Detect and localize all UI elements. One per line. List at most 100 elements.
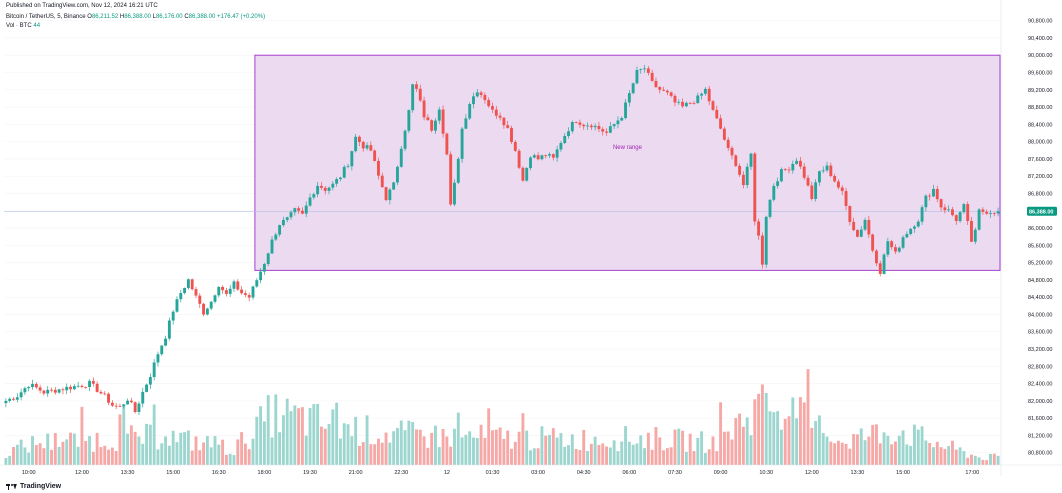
time-tick-label: 01:30 <box>486 470 500 476</box>
volume-bar <box>453 428 456 465</box>
volume-bar <box>300 407 304 465</box>
candle-up <box>403 130 407 149</box>
volume-bar <box>137 436 141 465</box>
volume-bar <box>707 449 711 465</box>
candle-up <box>612 124 616 127</box>
candle-down <box>53 389 57 393</box>
candle-up <box>897 247 901 252</box>
candle-down <box>50 389 53 391</box>
candle-down <box>951 209 954 216</box>
candle-down <box>730 147 734 156</box>
volume-bar <box>84 441 88 465</box>
candle-up <box>456 158 460 183</box>
volume-bar <box>517 431 521 465</box>
volume-bar <box>631 444 635 465</box>
volume-bar <box>312 404 316 465</box>
candle-up <box>764 216 768 265</box>
candle-down <box>369 145 373 151</box>
price-axis[interactable]: 90,800.00 90,400.00 90,000.00 89,600.00 89,2… <box>1000 0 1052 476</box>
volume-bar <box>342 423 346 465</box>
volume-bar <box>882 432 886 465</box>
candle-down <box>966 204 970 222</box>
time-tick-label: 12:00 <box>75 470 89 476</box>
symbol-name[interactable]: Bitcoin / TetherUS, 5, Binance <box>6 14 86 20</box>
volume-bar <box>369 444 373 465</box>
volume-bar <box>802 402 806 465</box>
new-range-box[interactable] <box>254 54 1001 271</box>
volume-bar <box>909 445 913 465</box>
candle-down <box>810 185 814 199</box>
candle-down <box>692 103 696 104</box>
candle-down <box>103 393 107 395</box>
volume-bar <box>555 437 559 465</box>
volume-bar <box>772 412 776 465</box>
time-tick-label: 13:30 <box>851 470 865 476</box>
close-value: 86,388.00 <box>188 14 216 20</box>
candle-up <box>616 120 620 125</box>
candle-up <box>15 397 19 400</box>
volume-bar <box>646 432 650 465</box>
volume-bar <box>563 446 567 465</box>
time-axis[interactable]: 10:00 12:00 13:30 15:00 16:30 18:00 19:30 21:00… <box>0 464 1062 476</box>
candle-down <box>836 181 840 188</box>
candle-up <box>825 165 829 171</box>
candle-down <box>99 391 103 394</box>
volume-bar <box>437 447 441 465</box>
tradingview-footer[interactable]: TradingView <box>6 483 61 490</box>
candle-up <box>624 102 627 118</box>
candle-up <box>814 182 818 199</box>
candle-up <box>635 70 639 84</box>
volume-bar <box>673 429 677 465</box>
volume-bar <box>582 429 586 465</box>
volume-bar <box>319 426 323 465</box>
volume-bar <box>544 435 548 465</box>
volume-bar <box>289 411 293 465</box>
candle-down <box>129 400 133 403</box>
volume-bar <box>875 424 878 465</box>
volume-bar <box>593 436 597 465</box>
volume-bar <box>688 433 692 465</box>
candle-up <box>209 301 213 309</box>
volume-bar <box>521 413 525 465</box>
volume-bar <box>662 450 666 465</box>
volume-bar <box>479 424 483 465</box>
candle-up <box>700 93 704 96</box>
volume-bar <box>236 439 240 465</box>
time-tick-label: 17:00 <box>965 470 979 476</box>
candle-up <box>464 118 468 129</box>
candle-up <box>251 286 255 298</box>
candle-up <box>327 187 331 191</box>
candle-up <box>255 280 259 287</box>
candle-down <box>84 386 88 388</box>
volume-label[interactable]: Vol · BTC <box>6 23 32 29</box>
volume-bar <box>388 442 392 465</box>
candle-up <box>285 217 289 220</box>
volume-bar <box>213 436 217 465</box>
volume-bar <box>430 432 434 465</box>
candle-down <box>992 213 996 214</box>
candle-down <box>681 101 685 107</box>
candle-up <box>631 83 635 94</box>
volume-bar <box>23 447 27 465</box>
candle-down <box>494 109 498 116</box>
candle-up <box>973 229 977 242</box>
volume-bar <box>399 420 403 465</box>
candle-down <box>943 207 947 211</box>
candle-up <box>916 221 920 227</box>
volume-bar <box>684 451 688 465</box>
volume-bar <box>958 447 962 465</box>
candle-down <box>415 84 418 89</box>
volume-bar <box>905 444 909 465</box>
volume-bar <box>65 439 69 465</box>
candle-up <box>179 293 183 300</box>
candle-down <box>875 250 878 264</box>
candle-up <box>289 212 293 218</box>
candle-up <box>145 384 149 392</box>
volume-bar <box>194 436 198 465</box>
candle-up <box>555 149 559 158</box>
volume-bar <box>445 436 449 465</box>
volume-bar <box>228 453 232 465</box>
candle-up <box>312 194 316 198</box>
volume-bar <box>12 446 15 465</box>
